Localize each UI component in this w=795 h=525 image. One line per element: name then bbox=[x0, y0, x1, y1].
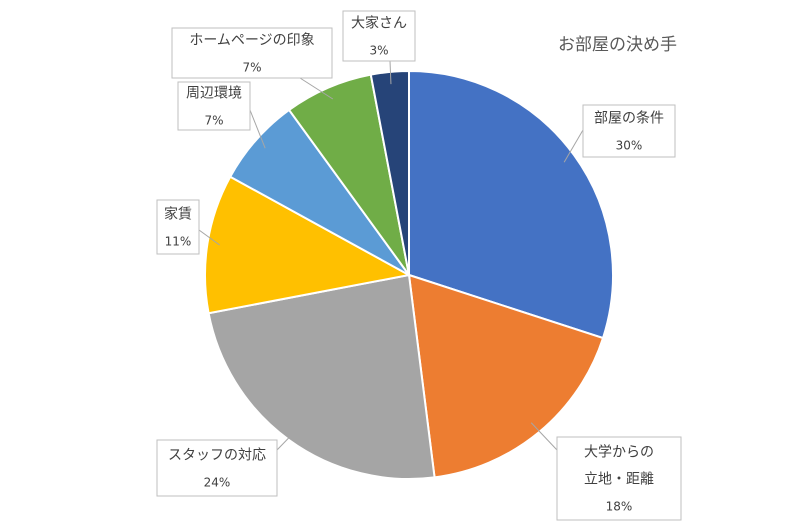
data-label-category: 立地・距離 bbox=[584, 471, 654, 488]
data-label-box bbox=[342, 10, 416, 62]
pie-slice bbox=[407, 273, 605, 479]
data-label-box bbox=[171, 27, 333, 79]
data-label-value: 18% bbox=[606, 500, 633, 514]
data-label-value: 11% bbox=[165, 235, 192, 249]
leader-line bbox=[389, 60, 392, 85]
leader-line bbox=[198, 229, 220, 246]
data-label-category: スタッフの対応 bbox=[168, 448, 266, 464]
data-label-box bbox=[156, 199, 200, 255]
data-label-box bbox=[177, 81, 251, 131]
data-label-category: 大学からの bbox=[584, 445, 654, 461]
leader-line bbox=[530, 422, 558, 451]
data-label-box bbox=[582, 104, 676, 158]
data-label-value: 24% bbox=[204, 476, 231, 490]
leader-line bbox=[249, 109, 266, 149]
data-label-category: 家賃 bbox=[164, 206, 192, 223]
data-label-value: 3% bbox=[369, 44, 388, 58]
leader-line bbox=[563, 129, 584, 163]
data-label-category: 周辺環境 bbox=[186, 86, 242, 102]
pie-slice bbox=[207, 273, 436, 480]
pie-slice bbox=[204, 175, 412, 315]
leader-line bbox=[299, 77, 334, 100]
pie-slice bbox=[369, 69, 410, 276]
chart-title: お部屋の決め手 bbox=[558, 35, 677, 55]
data-label-box bbox=[156, 439, 278, 497]
data-label-category: 大家さん bbox=[351, 15, 407, 32]
data-label-box bbox=[556, 436, 682, 521]
data-label-value: 7% bbox=[242, 61, 261, 75]
data-label-category: 部屋の条件 bbox=[594, 110, 664, 127]
data-label-value: 7% bbox=[204, 114, 223, 128]
leader-line bbox=[276, 429, 297, 451]
data-label-value: 30% bbox=[616, 139, 643, 153]
data-label-category: ホームページの印象 bbox=[189, 33, 314, 49]
pie-slice bbox=[408, 69, 614, 340]
